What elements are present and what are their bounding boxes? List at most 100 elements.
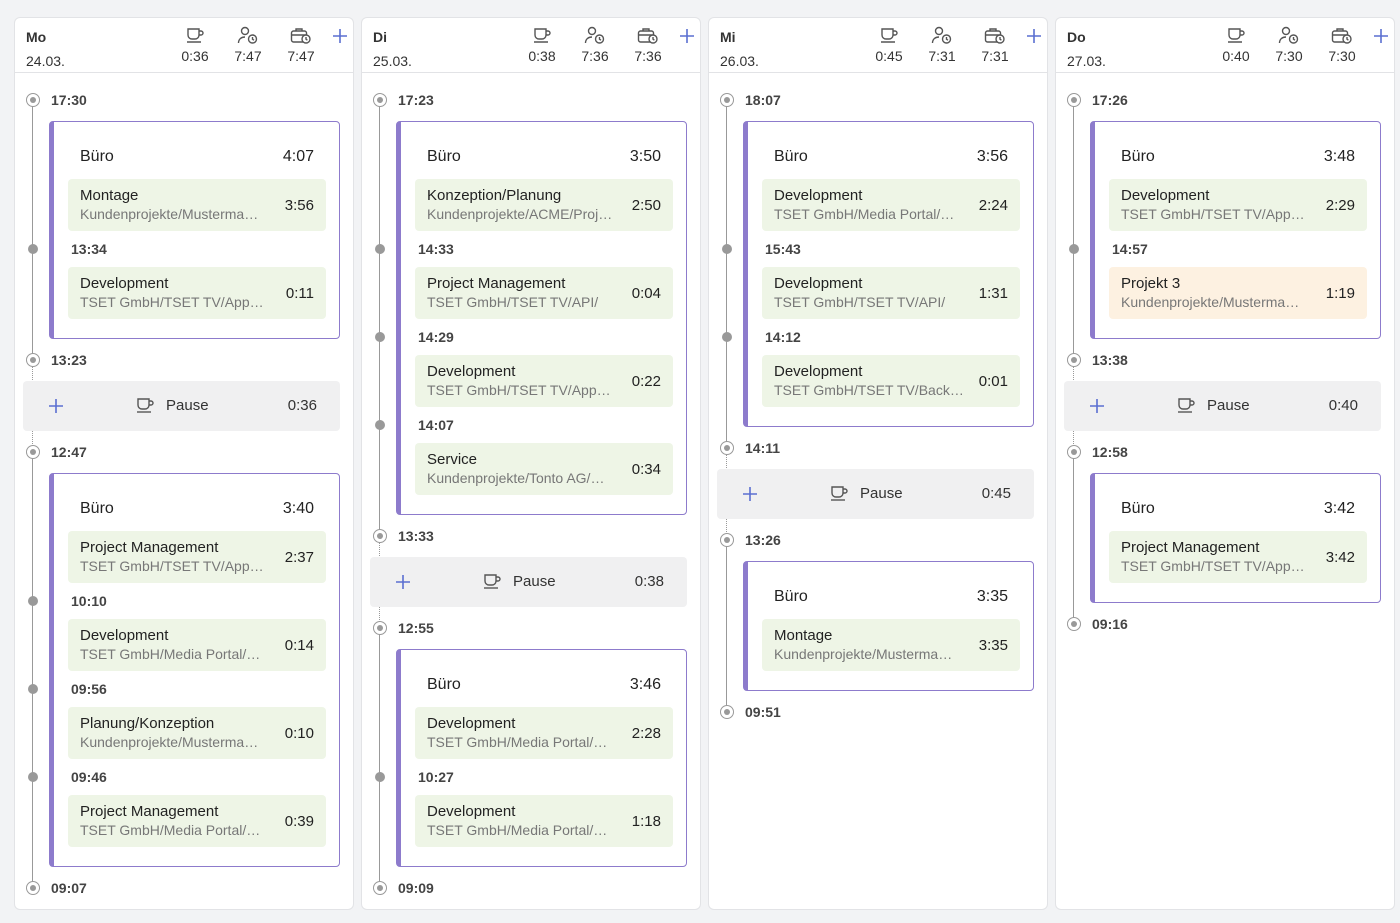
inner-time: 14:12 — [722, 319, 1020, 355]
stat-icon — [920, 26, 964, 44]
add-button[interactable] — [1088, 397, 1106, 419]
entry-subtitle: TSET GmbH/TSET TV/API/ — [774, 294, 946, 310]
weekday: Di — [373, 29, 387, 45]
add-button[interactable] — [394, 573, 412, 595]
add-button[interactable] — [1372, 27, 1390, 50]
block-wrap: Büro 3:35 Montage Kundenprojekte/Musterma… 3… — [709, 540, 1047, 712]
location-block[interactable]: Büro 4:07 Montage Kundenprojekte/Musterma… 3… — [28, 121, 340, 339]
entry-text: Project Management TSET GmbH/TSET TV/App… — [1121, 538, 1305, 576]
timeline-dot — [1067, 353, 1081, 367]
date: 24.03. — [26, 53, 65, 69]
block-duration: 3:48 — [1323, 148, 1355, 165]
time: 09:16 — [1092, 616, 1128, 632]
time-entry[interactable]: Development TSET GmbH/Media Portal/… 2:24 — [762, 179, 1020, 231]
time: 10:10 — [71, 593, 107, 609]
time-entry[interactable]: Development TSET GmbH/TSET TV/App… 0:11 — [68, 267, 326, 319]
location-block[interactable]: Büro 3:40 Project Management TSET GmbH/TSET… — [28, 473, 340, 867]
stat-icon — [173, 26, 217, 44]
add-button[interactable] — [741, 485, 759, 507]
timeline-dot — [28, 772, 38, 782]
time-entry[interactable]: Service Kundenprojekte/Tonto AG/… 0:34 — [415, 443, 673, 495]
entry-subtitle: TSET GmbH/Media Portal/… — [80, 646, 261, 662]
entry-subtitle: TSET GmbH/Media Portal/… — [80, 822, 261, 838]
time-entry[interactable]: Montage Kundenprojekte/Musterma… 3:56 — [68, 179, 326, 231]
location-block[interactable]: Büro 3:56 Development TSET GmbH/Media Porta… — [722, 121, 1034, 427]
entry-text: Development TSET GmbH/TSET TV/App… — [1121, 186, 1305, 224]
time-entry[interactable]: Projekt 3 Kundenprojekte/Musterma… 1:19 — [1109, 267, 1367, 319]
time: 14:11 — [745, 440, 781, 456]
timeline-dot — [375, 244, 385, 254]
entry-title: Project Management — [80, 539, 219, 556]
time: 09:51 — [745, 704, 781, 720]
day-stat: 7:36 — [626, 26, 670, 64]
time-entry[interactable]: Development TSET GmbH/Media Portal/… 1:18 — [415, 795, 673, 847]
time: 09:07 — [51, 880, 87, 896]
pause-row: Pause 0:40 — [1064, 381, 1381, 431]
add-button[interactable] — [678, 27, 696, 50]
inner-time: 10:27 — [375, 759, 673, 795]
time-entry[interactable]: Konzeption/Planung Kundenprojekte/ACME/Pr… — [415, 179, 673, 231]
time: 17:23 — [398, 92, 434, 108]
pause-label: Pause — [1207, 397, 1250, 414]
time: 14:07 — [418, 417, 454, 433]
location-block[interactable]: Büro 3:46 Development TSET GmbH/Media Porta… — [375, 649, 687, 867]
location-block[interactable]: Büro 3:42 Project Management TSET GmbH/TSET… — [1090, 473, 1381, 603]
entry-text: Projekt 3 Kundenprojekte/Musterma… — [1121, 274, 1299, 312]
entry-duration: 2:28 — [631, 724, 661, 742]
time-entry[interactable]: Project Management TSET GmbH/TSET TV/App…… — [1109, 531, 1367, 583]
block-header: Büro 3:48 — [1109, 141, 1367, 173]
time-entry[interactable]: Project Management TSET GmbH/TSET TV/App…… — [68, 531, 326, 583]
entry-duration: 0:11 — [285, 284, 314, 302]
time-marker: 13:33 — [362, 525, 700, 547]
time-entry[interactable]: Development TSET GmbH/TSET TV/App… 2:29 — [1109, 179, 1367, 231]
entry-subtitle: TSET GmbH/TSET TV/App… — [80, 558, 264, 574]
add-button[interactable] — [331, 27, 349, 50]
time: 18:07 — [745, 92, 781, 108]
entry-title: Development — [427, 803, 516, 820]
time-entry[interactable]: Planung/Konzeption Kundenprojekte/Musterm… — [68, 707, 326, 759]
entry-duration: 1:18 — [631, 812, 661, 830]
location: Büro — [774, 148, 808, 165]
timeline-dot — [373, 529, 387, 543]
entry-text: Development TSET GmbH/TSET TV/Back… — [774, 362, 964, 400]
add-button[interactable] — [47, 397, 65, 419]
pause-duration: 0:40 — [1328, 397, 1358, 414]
day-stat: 7:47 — [226, 26, 270, 64]
pause-icon — [482, 572, 502, 594]
inner-time: 14:07 — [375, 407, 673, 443]
entry-title: Planung/Konzeption — [80, 715, 215, 732]
time-entry[interactable]: Development TSET GmbH/TSET TV/App… 0:22 — [415, 355, 673, 407]
stat-value: 7:30 — [1328, 48, 1356, 64]
pause-row: Pause 0:45 — [717, 469, 1034, 519]
time-entry[interactable]: Development TSET GmbH/TSET TV/API/1:31 — [762, 267, 1020, 319]
add-button[interactable] — [1025, 27, 1043, 50]
entry-text: Development TSET GmbH/TSET TV/API/ — [774, 274, 945, 312]
location: Büro — [1121, 148, 1155, 165]
entry-text: Montage Kundenprojekte/Musterma… — [774, 626, 952, 664]
time-entry[interactable]: Project Management TSET GmbH/Media Portal… — [68, 795, 326, 847]
time-entry[interactable]: Development TSET GmbH/Media Portal/… 2:28 — [415, 707, 673, 759]
time-marker: 17:23 — [362, 89, 700, 111]
time-entry[interactable]: Development TSET GmbH/TSET TV/Back… 0:01 — [762, 355, 1020, 407]
entry-subtitle: Kundenprojekte/Musterma… — [774, 646, 953, 662]
block-wrap: Büro 3:50 Konzeption/Planung Kundenprojekte… — [362, 100, 700, 536]
weekday: Mi — [720, 29, 736, 45]
entry-duration: 1:31 — [978, 284, 1008, 302]
entry-text: Project Management TSET GmbH/TSET TV/API/ — [427, 274, 598, 312]
block-header: Büro 4:07 — [68, 141, 326, 173]
date: 27.03. — [1067, 53, 1106, 69]
time-entry[interactable]: Project Management TSET GmbH/TSET TV/API/… — [415, 267, 673, 319]
block-header: Büro 3:35 — [762, 581, 1020, 613]
entry-subtitle: TSET GmbH/TSET TV/App… — [427, 382, 611, 398]
weekday: Mo — [26, 29, 47, 45]
entry-text: Development TSET GmbH/TSET TV/App… — [80, 274, 264, 312]
stat-icon — [867, 26, 911, 44]
location-block[interactable]: Büro 3:35 Montage Kundenprojekte/Musterma… 3… — [743, 561, 1034, 691]
time-entry[interactable]: Development TSET GmbH/Media Portal/… 0:14 — [68, 619, 326, 671]
time-entry[interactable]: Montage Kundenprojekte/Musterma… 3:35 — [762, 619, 1020, 671]
time: 14:57 — [1112, 241, 1148, 257]
location-block[interactable]: Büro 3:50 Konzeption/Planung Kundenprojekte… — [375, 121, 687, 515]
block-duration: 3:42 — [1323, 500, 1355, 517]
entry-duration: 3:56 — [284, 196, 314, 214]
location-block[interactable]: Büro 3:48 Development TSET GmbH/TSET TV/App… — [1069, 121, 1381, 339]
